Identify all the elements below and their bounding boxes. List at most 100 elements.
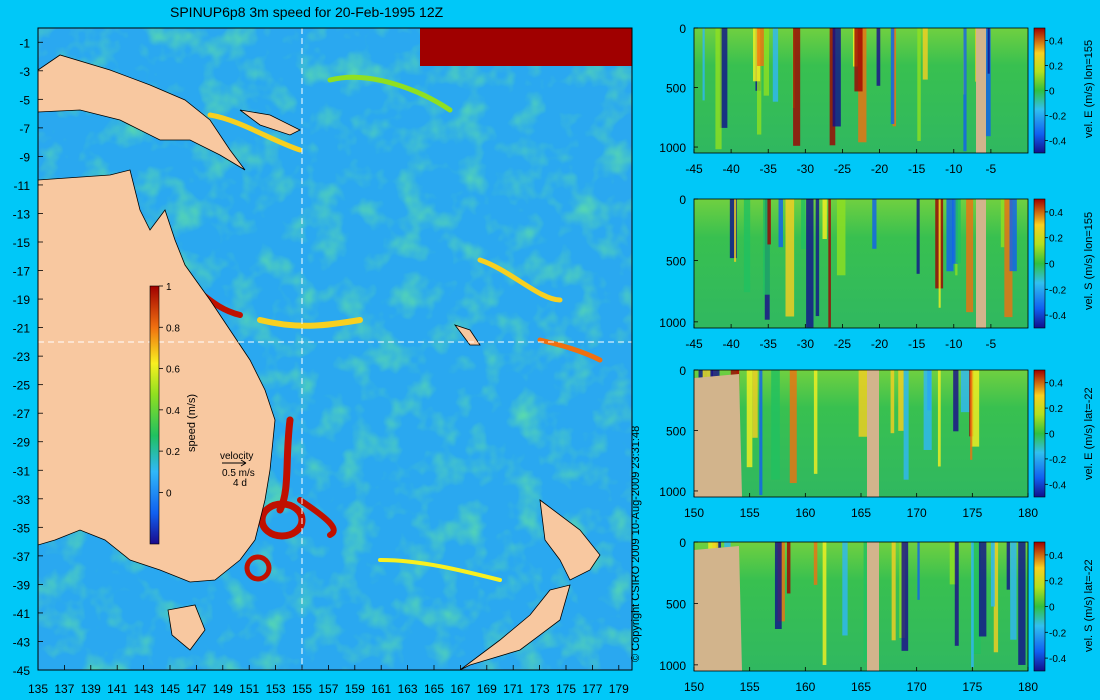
map-y-tick-label: -17: [13, 265, 31, 279]
section-x-tick-label: 175: [962, 506, 982, 520]
section-band: [801, 199, 806, 250]
map-x-tick-label: 169: [477, 682, 497, 696]
section-band: [983, 28, 991, 137]
section-band: [993, 542, 999, 653]
section-band: [822, 199, 827, 239]
section-band: [772, 28, 779, 102]
section-band: [872, 199, 877, 249]
section-band: [938, 199, 941, 308]
panel-4-colorbar-label: vel. S (m/s) lat=-22: [1083, 559, 1095, 652]
map-y-tick-label: -45: [13, 664, 31, 678]
map-x-tick-label: 137: [54, 682, 74, 696]
section-band: [972, 542, 981, 654]
speed-map: [38, 28, 632, 670]
section-panel-3: 150 155 160 165 170 175 180 0 500 1000 0.4 0.2 0 -0.2…: [659, 364, 1066, 520]
map-y-tick-label: -33: [13, 493, 31, 507]
section-y-tick-label: 500: [666, 254, 686, 268]
section-x-tick-label: -35: [760, 337, 778, 351]
section-x-tick-label: 180: [1018, 680, 1038, 694]
section-band: [734, 199, 737, 262]
copyright-text: © Copyright CSIRO 2009 10-Aug-2009 23:31…: [630, 425, 642, 662]
map-x-tick-label: 177: [582, 682, 602, 696]
section-band: [890, 28, 895, 124]
map-y-tick-label: -5: [19, 93, 30, 107]
section-band: [715, 28, 722, 150]
section-band: [966, 199, 974, 313]
section-band: [1018, 542, 1026, 665]
map-y-tick-label: -3: [19, 65, 30, 79]
section-band: [858, 370, 868, 437]
section-y-tick-label: 500: [666, 424, 686, 438]
section-x-tick-label: -35: [760, 162, 778, 176]
section-band: [952, 199, 958, 264]
section-x-tick-label: 160: [795, 680, 815, 694]
section-x-tick-label: -15: [908, 162, 926, 176]
section-x-tick-label: -25: [834, 337, 852, 351]
velocity-key-title: velocity: [220, 451, 254, 462]
section-band: [752, 370, 758, 438]
section-band: [863, 542, 869, 663]
section-x-tick-label: -10: [945, 337, 963, 351]
section-band: [702, 28, 705, 101]
section-y-tick-label: 0: [679, 364, 686, 378]
section-colorbar-tick-label: 0.4: [1049, 208, 1063, 219]
speed-colorbar-tick-label: 0.8: [166, 323, 180, 334]
section-x-tick-label: 150: [684, 506, 704, 520]
map-y-tick-label: -25: [13, 379, 31, 393]
section-colorbar-tick-label: -0.2: [1049, 112, 1067, 123]
velocity-key-arrowhead: [240, 459, 247, 467]
section-panel-1: -45 -40 -35 -30 -25 -20 -15 -10 -5 0 500 1000 0.4 0.2…: [659, 22, 1066, 176]
section-x-tick-label: -5: [986, 162, 997, 176]
map-y-tick-label: -1: [19, 36, 30, 50]
section-band: [778, 199, 783, 248]
map-frame: [37, 27, 633, 671]
section-band: [767, 199, 771, 245]
section-y-tick-label: 0: [679, 22, 686, 36]
section-colorbar: [1033, 27, 1046, 154]
map-x-tick-label: 135: [28, 682, 48, 696]
section-band: [955, 199, 961, 264]
section-band: [719, 28, 728, 128]
section-band: [789, 370, 797, 484]
map-x-tick-label: 165: [424, 682, 444, 696]
section-frame: [693, 27, 1029, 154]
section-band: [1010, 542, 1017, 640]
section-colorbar-tick-label: 0.2: [1049, 404, 1063, 415]
section-x-tick-label: -15: [908, 337, 926, 351]
section-colorbar-tick-label: -0.2: [1049, 285, 1067, 296]
section-land: [867, 542, 879, 671]
section-band: [949, 542, 957, 585]
section-panel-2: -45 -40 -35 -30 -25 -20 -15 -10 -5 0 500 1000 0.4 0.2…: [659, 193, 1066, 351]
map-x-tick-label: 161: [371, 682, 391, 696]
section-band: [971, 542, 974, 668]
map-y-tick-label: -31: [13, 464, 31, 478]
section-x-tick-label: 150: [684, 680, 704, 694]
section-band: [978, 542, 987, 637]
speed-colorbar-tick-label: 1: [166, 282, 172, 293]
map-y-tick-label: -29: [13, 436, 31, 450]
section-band: [1000, 199, 1005, 248]
section-band: [922, 28, 928, 80]
section-band: [954, 542, 959, 646]
section-x-tick-label: -5: [986, 337, 997, 351]
map-y-tick-label: -13: [13, 207, 31, 221]
section-band: [762, 199, 770, 295]
section-colorbar-tick-label: 0.4: [1049, 37, 1063, 48]
section-y-tick-label: 0: [679, 536, 686, 550]
section-band: [953, 370, 959, 432]
section-band: [829, 28, 836, 146]
section-colorbar-tick-label: -0.2: [1049, 455, 1067, 466]
section-band: [990, 542, 995, 607]
map-y-tick-label: -27: [13, 407, 31, 421]
speed-colorbar-tick-label: 0: [166, 488, 172, 499]
section-colorbar-tick-label: 0.2: [1049, 234, 1063, 245]
section-x-tick-label: 165: [851, 506, 871, 520]
panel-1-colorbar-label: vel. E (m/s) lon=155: [1083, 39, 1095, 138]
section-band: [806, 199, 814, 328]
section-colorbar: [1033, 541, 1046, 672]
map-y-tick-label: -23: [13, 350, 31, 364]
section-band: [1004, 199, 1013, 318]
section-colorbar-tick-label: 0.2: [1049, 62, 1063, 73]
map-y-tick-label: -35: [13, 521, 31, 535]
